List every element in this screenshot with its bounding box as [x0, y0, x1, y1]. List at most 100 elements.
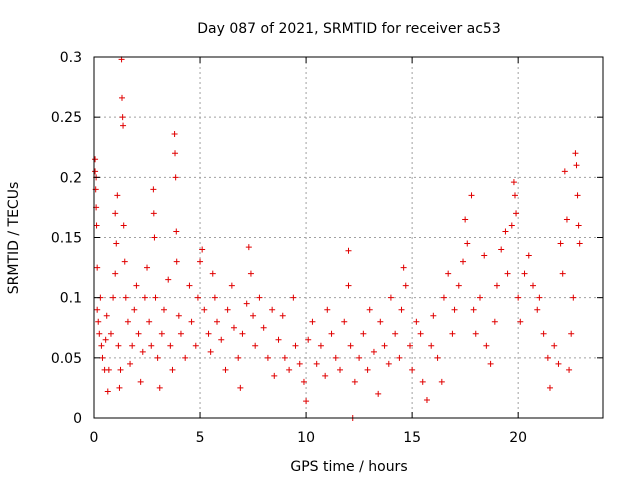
- data-point: [148, 342, 155, 349]
- data-point: [92, 156, 99, 163]
- data-point: [451, 306, 458, 313]
- data-point: [124, 318, 131, 325]
- data-point: [194, 294, 201, 301]
- data-point: [172, 174, 179, 181]
- data-point: [211, 294, 218, 301]
- data-point: [116, 384, 123, 391]
- data-point: [337, 366, 344, 373]
- data-point: [521, 270, 528, 277]
- data-point: [305, 336, 312, 343]
- data-point: [207, 348, 214, 355]
- data-point: [120, 122, 127, 129]
- data-point: [345, 247, 352, 254]
- data-point: [351, 378, 358, 385]
- data-point: [502, 228, 509, 235]
- data-point: [151, 234, 158, 241]
- data-point: [95, 318, 102, 325]
- data-point: [252, 342, 259, 349]
- data-point: [317, 342, 324, 349]
- data-point: [112, 210, 119, 217]
- y-axis-label: SRMTID / TECUs: [6, 182, 22, 295]
- y-tick-label: 0.15: [51, 231, 82, 247]
- data-point: [472, 330, 479, 337]
- data-point: [513, 210, 520, 217]
- data-point: [563, 216, 570, 223]
- data-point: [156, 384, 163, 391]
- data-point: [96, 330, 103, 337]
- data-point: [115, 342, 122, 349]
- data-point: [510, 179, 517, 186]
- y-tick-label: 0.25: [51, 110, 82, 126]
- data-point: [445, 270, 452, 277]
- data-point: [366, 306, 373, 313]
- data-point: [201, 306, 208, 313]
- data-point: [121, 258, 128, 265]
- data-point: [93, 222, 100, 229]
- data-point: [104, 388, 111, 395]
- data-point: [375, 390, 382, 397]
- data-point: [430, 312, 437, 319]
- data-point: [120, 222, 127, 229]
- data-point: [551, 342, 558, 349]
- data-point: [171, 131, 178, 138]
- data-point: [440, 294, 447, 301]
- data-point: [139, 348, 146, 355]
- data-point: [117, 366, 124, 373]
- data-point: [536, 294, 543, 301]
- data-point: [160, 306, 167, 313]
- data-point: [303, 398, 310, 405]
- data-point: [428, 342, 435, 349]
- data-point: [292, 342, 299, 349]
- data-point: [245, 244, 252, 251]
- data-point: [250, 312, 257, 319]
- data-point: [413, 318, 420, 325]
- data-point: [341, 318, 348, 325]
- data-point: [214, 318, 221, 325]
- data-point: [409, 366, 416, 373]
- data-point: [498, 246, 505, 253]
- data-point: [209, 270, 216, 277]
- data-point: [575, 222, 582, 229]
- data-point: [98, 342, 105, 349]
- data-point: [218, 336, 225, 343]
- data-point: [402, 282, 409, 289]
- x-tick-label: 5: [196, 430, 205, 446]
- data-point: [197, 258, 204, 265]
- data-point: [434, 354, 441, 361]
- data-point: [400, 264, 407, 271]
- x-tick-label: 15: [403, 430, 421, 446]
- data-point: [114, 192, 121, 199]
- data-point: [141, 294, 148, 301]
- data-point: [508, 222, 515, 229]
- data-point: [300, 378, 307, 385]
- data-point: [345, 282, 352, 289]
- data-point: [133, 282, 140, 289]
- data-point: [94, 264, 101, 271]
- data-point: [154, 354, 161, 361]
- data-point: [476, 294, 483, 301]
- data-point: [407, 342, 414, 349]
- data-point: [464, 240, 471, 247]
- data-point: [423, 396, 430, 403]
- data-point: [296, 360, 303, 367]
- data-point: [152, 294, 159, 301]
- y-tick-label: 0: [73, 411, 82, 427]
- data-point: [481, 252, 488, 259]
- data-point: [269, 306, 276, 313]
- data-point: [182, 354, 189, 361]
- data-point: [493, 282, 500, 289]
- data-point: [144, 264, 151, 271]
- data-point: [135, 330, 142, 337]
- data-point: [370, 348, 377, 355]
- data-point: [530, 282, 537, 289]
- data-point: [468, 192, 475, 199]
- data-point: [279, 312, 286, 319]
- data-point: [332, 354, 339, 361]
- data-point: [419, 378, 426, 385]
- data-point: [99, 354, 106, 361]
- data-point: [230, 324, 237, 331]
- data-point: [290, 294, 297, 301]
- data-point: [186, 282, 193, 289]
- data-point: [487, 360, 494, 367]
- data-point: [127, 360, 134, 367]
